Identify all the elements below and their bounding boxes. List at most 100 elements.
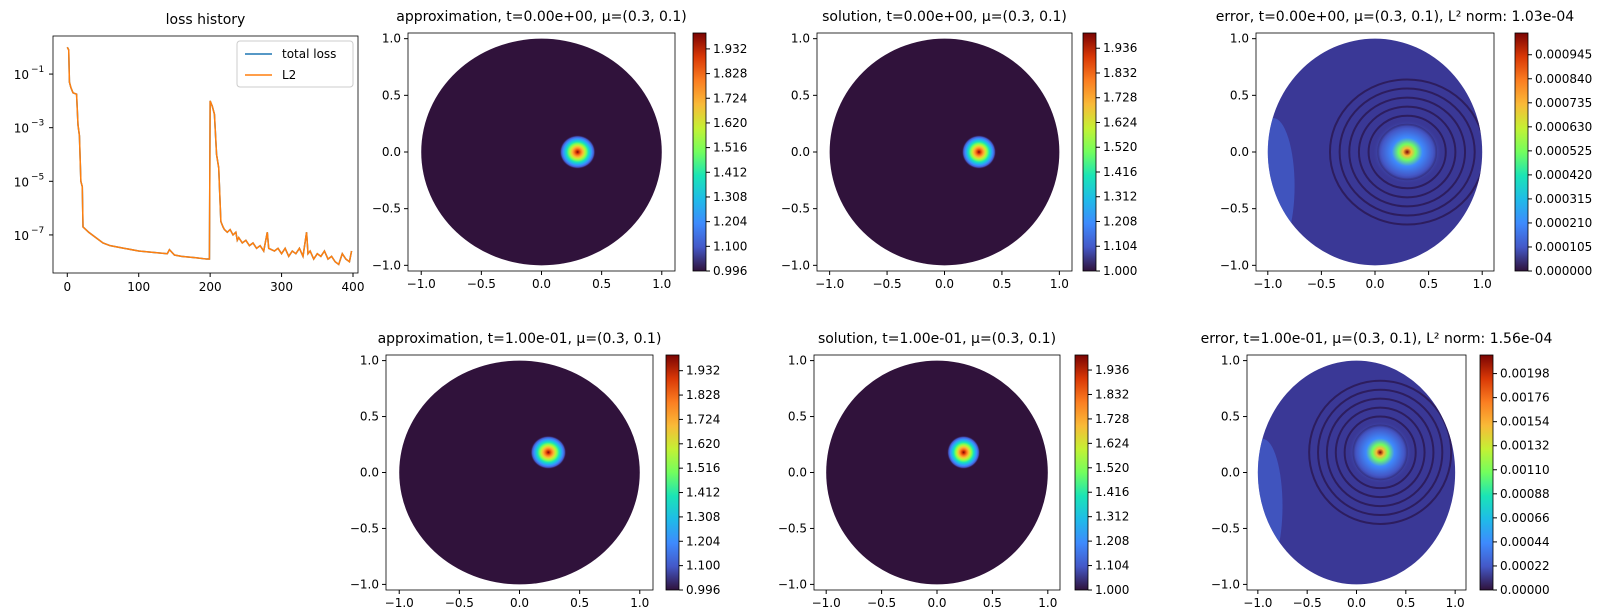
panel-title: solution, t=0.00e+00, μ=(0.3, 0.1): [822, 9, 1067, 25]
field-panel: solution, t=1.00e-01, μ=(0.3, 0.1) −1.0 1.…: [778, 331, 1130, 610]
y-tick-label: −0.5: [1211, 521, 1240, 535]
disk-field: [421, 38, 662, 266]
x-tick-label: −0.5: [467, 277, 496, 291]
colorbar-tick-label: 0.000630: [1535, 120, 1592, 134]
error-panel: error, t=1.00e-01, μ=(0.3, 0.1), L² norm…: [1201, 331, 1553, 610]
colorbar-gradient: [665, 354, 680, 591]
y-tick-label: −0.5: [350, 521, 379, 535]
colorbar-tick-label: 1.308: [713, 190, 747, 204]
colorbar-tick-label: 1.828: [713, 67, 747, 81]
field-panel: approximation, t=1.00e-01, μ=(0.3, 0.1) −…: [350, 331, 721, 610]
colorbar: 1.936 1.832 1.728 1.624 1.520 1.416 1.312 1.208…: [1082, 32, 1137, 278]
legend: total loss L2: [236, 40, 354, 88]
x-tick-label: 200: [199, 280, 222, 294]
x-tick-label: 0.0: [1347, 596, 1366, 610]
x-tick-label: 1.0: [1050, 277, 1069, 291]
y-tick-label: −1.0: [781, 258, 810, 272]
disk-field: [399, 360, 640, 585]
field-panel: solution, t=0.00e+00, μ=(0.3, 0.1) −1.0 1.…: [781, 9, 1138, 291]
error-ripple: [1343, 415, 1417, 490]
colorbar-tick-label: 0.000000: [1535, 264, 1592, 278]
y-tick-label: 0.0: [788, 466, 807, 480]
error-panel: error, t=0.00e+00, μ=(0.3, 0.1), L² norm…: [1216, 9, 1592, 291]
panel-title: approximation, t=0.00e+00, μ=(0.3, 0.1): [396, 9, 687, 25]
colorbar-gradient: [1514, 32, 1529, 272]
colorbar-tick-label: 0.000945: [1535, 48, 1592, 62]
error-ripple: [1317, 388, 1444, 517]
x-tick-label: 0.0: [927, 596, 946, 610]
x-tick-label: −1.0: [407, 277, 436, 291]
x-tick-label: −1.0: [1253, 277, 1282, 291]
y-tick-label: 1.0: [791, 32, 810, 46]
colorbar-tick-label: 1.412: [686, 486, 720, 500]
edge-highlight: [1257, 438, 1283, 574]
y-tick-label: 0.5: [360, 410, 379, 424]
legend-label: total loss: [282, 47, 336, 61]
colorbar-tick-label: 1.828: [686, 388, 720, 402]
y-tick-exponent: −3: [31, 119, 44, 129]
x-tick-label: −0.5: [867, 596, 896, 610]
colorbar-tick-label: 1.204: [713, 215, 747, 229]
x-tick-label: 1.0: [652, 277, 671, 291]
x-tick-label: −0.5: [872, 277, 901, 291]
colorbar-tick-label: 1.832: [1103, 66, 1137, 80]
colorbar-tick-label: 1.412: [713, 165, 747, 179]
colorbar-tick-label: 1.624: [1095, 436, 1129, 450]
error-peak: [1372, 120, 1442, 184]
colorbar-tick-label: 1.100: [713, 239, 747, 253]
colorbar-tick-label: 1.620: [686, 437, 720, 451]
colorbar-tick-label: 0.000210: [1535, 216, 1592, 230]
loss-title: loss history: [166, 12, 246, 28]
colorbar: 0.00198 0.00176 0.00154 0.00132 0.00110 0.000…: [1479, 354, 1550, 597]
colorbar-gradient: [1082, 32, 1097, 272]
y-tick-label: −1.0: [1211, 577, 1240, 591]
colorbar-tick-label: 1.728: [1095, 412, 1129, 426]
y-tick-label: 1.0: [382, 32, 401, 46]
colorbar-tick-label: 1.936: [1103, 41, 1137, 55]
y-tick-label: −0.5: [778, 521, 807, 535]
panel-title: solution, t=1.00e-01, μ=(0.3, 0.1): [818, 331, 1056, 347]
legend-label: L2: [282, 68, 296, 82]
error-ripple: [1325, 397, 1435, 508]
x-tick-label: 1.0: [1473, 277, 1492, 291]
colorbar-tick-label: 1.312: [1095, 510, 1129, 524]
x-tick-label: 0.5: [570, 596, 589, 610]
x-tick-label: 0.0: [935, 277, 954, 291]
colorbar-tick-label: 1.100: [686, 559, 720, 573]
y-tick-label: −0.5: [1220, 202, 1249, 216]
x-tick-label: 1.0: [1038, 596, 1057, 610]
colorbar-tick-label: 0.00176: [1500, 391, 1550, 405]
colorbar-tick-label: 0.996: [686, 583, 720, 597]
x-tick-label: −0.5: [1307, 277, 1336, 291]
colorbar-tick-label: 1.724: [713, 91, 747, 105]
x-tick-label: 400: [342, 280, 365, 294]
panel-title: approximation, t=1.00e-01, μ=(0.3, 0.1): [378, 331, 662, 347]
error-ripple: [1308, 379, 1453, 525]
colorbar-tick-label: 1.520: [1103, 140, 1137, 154]
x-tick-label: −1.0: [815, 277, 844, 291]
y-tick-label: 0.5: [1230, 88, 1249, 102]
field-peak: [941, 430, 986, 475]
x-tick-label: −1.0: [812, 596, 841, 610]
colorbar-tick-label: 1.204: [686, 534, 720, 548]
y-tick-exponent: −7: [31, 226, 44, 236]
colorbar-tick-label: 1.208: [1095, 534, 1129, 548]
colorbar-tick-label: 1.104: [1095, 559, 1129, 573]
y-tick-label: −0.5: [781, 202, 810, 216]
y-tick-label: −1.0: [372, 258, 401, 272]
y-tick-label: 10: [14, 175, 29, 189]
x-tick-label: −1.0: [385, 596, 414, 610]
colorbar-tick-label: 1.312: [1103, 190, 1137, 204]
colorbar-tick-label: 0.00132: [1500, 439, 1550, 453]
y-tick-label: −1.0: [350, 577, 379, 591]
colorbar-tick-label: 1.936: [1095, 363, 1129, 377]
colorbar-tick-label: 0.00154: [1500, 415, 1550, 429]
colorbar-tick-label: 0.996: [713, 264, 747, 278]
y-tick-label: 1.0: [1221, 354, 1240, 368]
colorbar: 1.936 1.832 1.728 1.624 1.520 1.416 1.312 1.208…: [1074, 354, 1129, 597]
colorbar-tick-label: 1.724: [686, 412, 720, 426]
x-tick-label: 300: [270, 280, 293, 294]
error-ripple: [1357, 105, 1457, 199]
colorbar-gradient: [1479, 354, 1494, 591]
x-tick-label: 1.0: [630, 596, 649, 610]
